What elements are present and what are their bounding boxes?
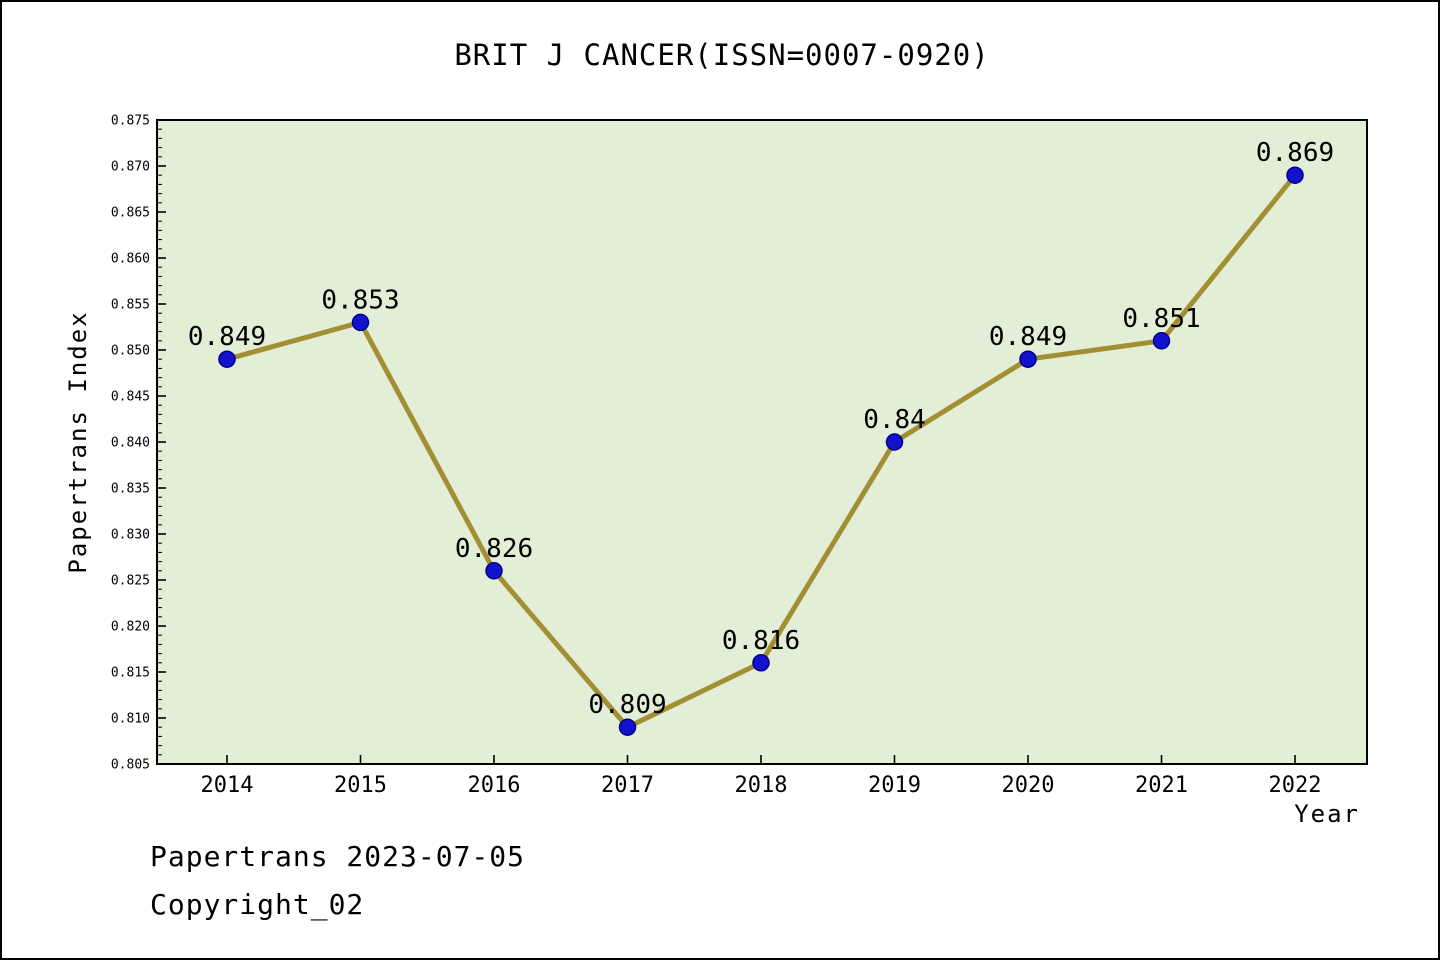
y-tick-label: 0.810 — [111, 712, 150, 727]
y-tick-label: 0.845 — [111, 390, 150, 405]
x-tick-label: 2015 — [334, 773, 387, 798]
y-tick-label: 0.855 — [111, 298, 150, 313]
x-tick-label: 2020 — [1002, 773, 1055, 798]
y-tick-label: 0.820 — [111, 620, 150, 635]
y-tick-label: 0.840 — [111, 436, 150, 451]
x-tick-label: 2022 — [1269, 773, 1322, 798]
y-tick-label: 0.830 — [111, 528, 150, 543]
footer-copyright: Copyright_02 — [150, 888, 365, 921]
data-point — [1286, 166, 1304, 184]
y-tick-label: 0.805 — [111, 758, 150, 773]
y-tick-label: 0.835 — [111, 482, 150, 497]
data-point-label: 0.869 — [1256, 138, 1334, 168]
y-tick-label: 0.850 — [111, 344, 150, 359]
x-tick-label: 2016 — [468, 773, 521, 798]
data-point-label: 0.816 — [722, 626, 800, 656]
data-point — [485, 562, 503, 580]
x-tick-label: 2021 — [1135, 773, 1188, 798]
data-point-label: 0.849 — [188, 322, 266, 352]
y-tick-label: 0.825 — [111, 574, 150, 589]
y-tick-label: 0.865 — [111, 206, 150, 221]
x-tick-label: 2019 — [868, 773, 921, 798]
y-tick-label: 0.870 — [111, 160, 150, 175]
data-point-label: 0.84 — [863, 405, 926, 435]
data-point — [218, 350, 236, 368]
y-tick-label: 0.815 — [111, 666, 150, 681]
y-tick-label: 0.860 — [111, 252, 150, 267]
data-point-label: 0.809 — [588, 690, 666, 720]
data-point-label: 0.853 — [321, 285, 399, 315]
data-point-label: 0.851 — [1122, 304, 1200, 334]
data-point — [752, 654, 770, 672]
data-point — [1019, 350, 1037, 368]
data-point — [351, 313, 370, 332]
x-tick-label: 2014 — [201, 773, 254, 798]
chart-title: BRIT J CANCER(ISSN=0007-0920) — [454, 38, 990, 72]
y-tick-label: 0.875 — [111, 114, 150, 129]
data-point — [1152, 332, 1171, 350]
data-point-label: 0.826 — [455, 534, 533, 564]
x-axis-label: Year — [1294, 800, 1360, 828]
x-tick-label: 2017 — [601, 773, 654, 798]
footer-date: Papertrans 2023-07-05 — [150, 840, 526, 873]
data-point — [618, 718, 637, 736]
data-point-label: 0.849 — [989, 322, 1067, 352]
x-tick-label: 2018 — [735, 773, 788, 798]
data-point — [885, 433, 904, 451]
